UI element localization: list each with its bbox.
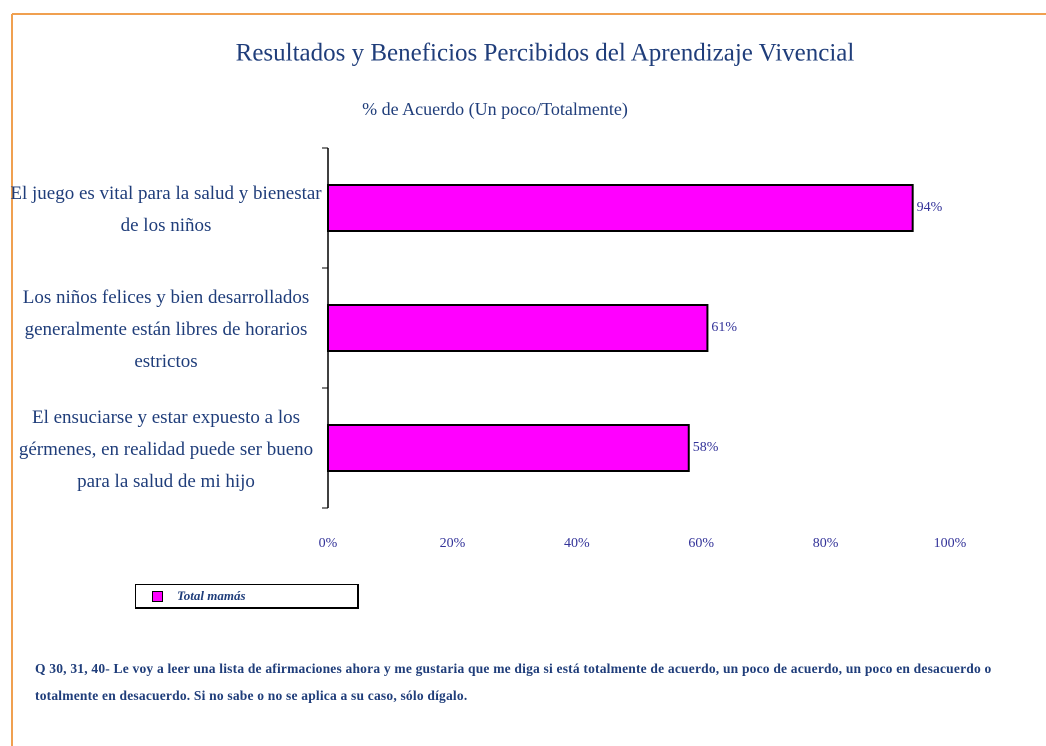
value-label: 58%: [693, 440, 719, 455]
category-label: Los niños felices y bien desarrollados g…: [22, 287, 310, 372]
chart-title: Resultados y Beneficios Percibidos del A…: [236, 40, 855, 67]
x-tick-label: 0%: [319, 536, 338, 551]
bar: [327, 424, 690, 472]
x-tick-label: 40%: [564, 536, 590, 551]
legend-swatch: [152, 590, 163, 602]
footnote: Q 30, 31, 40- Le voy a leer una lista de…: [35, 661, 992, 703]
value-label: 94%: [917, 200, 943, 215]
x-tick-label: 80%: [813, 536, 839, 551]
bar: [327, 304, 709, 352]
category-label: El ensuciarse y estar expuesto a los gér…: [18, 407, 314, 492]
legend-label: Total mamás: [177, 588, 246, 603]
value-label: 61%: [711, 320, 737, 335]
bar: [327, 184, 914, 232]
x-tick-label: 100%: [934, 536, 967, 551]
chart-subtitle: % de Acuerdo (Un poco/Totalmente): [362, 99, 628, 120]
legend: Total mamás: [135, 584, 359, 609]
x-tick-label: 20%: [440, 536, 466, 551]
category-label: El juego es vital para la salud y bienes…: [10, 183, 322, 236]
x-tick-label: 60%: [688, 536, 714, 551]
